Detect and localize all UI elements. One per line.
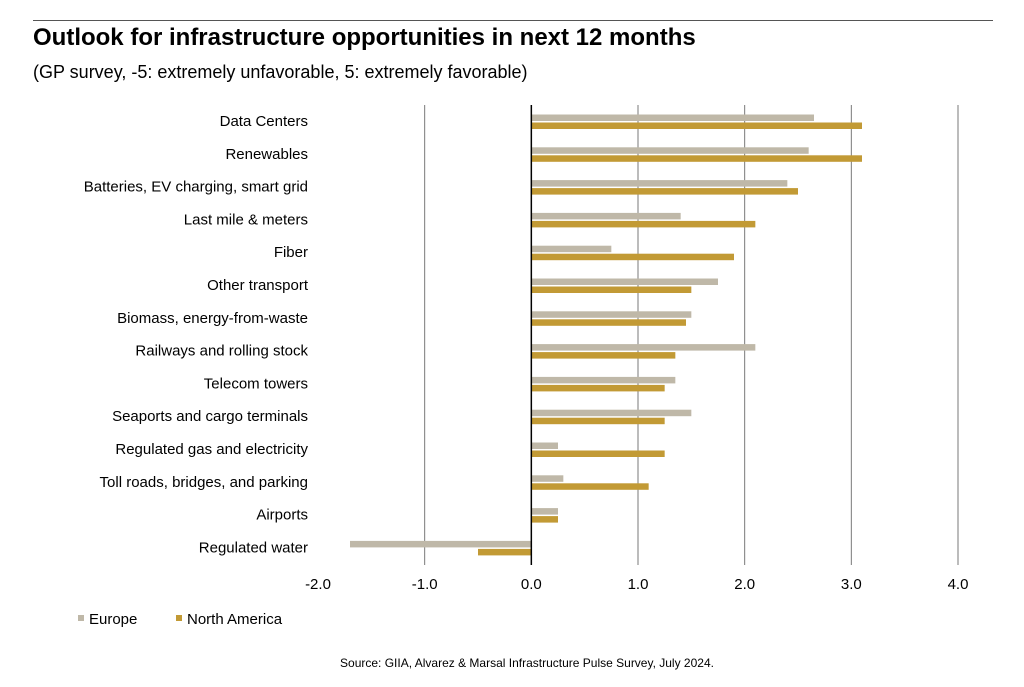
x-tick-label: 0.0 <box>521 576 542 593</box>
category-label: Other transport <box>207 277 309 294</box>
bar-north-america <box>531 352 676 359</box>
bar-europe <box>531 475 564 482</box>
bar-europe <box>531 212 681 220</box>
x-tick-label: 4.0 <box>948 576 969 593</box>
bar-north-america <box>531 122 862 129</box>
bar-europe <box>531 508 558 515</box>
x-tick-label: -1.0 <box>412 576 438 593</box>
chart-title: Outlook for infrastructure opportunities… <box>33 24 696 51</box>
bar-europe <box>531 442 558 449</box>
category-label: Regulated water <box>199 539 308 556</box>
category-label: Airports <box>256 507 308 524</box>
legend: Europe North America <box>78 611 283 628</box>
x-tick-label: -2.0 <box>305 576 331 593</box>
bar-north-america <box>531 253 734 261</box>
x-tick-label: 2.0 <box>734 576 755 593</box>
bar-north-america <box>531 188 798 195</box>
bar-north-america <box>531 417 665 425</box>
bar-europe <box>531 180 788 187</box>
bar-north-america <box>478 548 532 556</box>
legend-label: North America <box>187 611 283 628</box>
category-label: Last mile & meters <box>184 211 308 228</box>
bar-europe <box>531 278 718 285</box>
x-tick-labels: -2.0 -1.0 0.0 1.0 2.0 3.0 4.0 <box>305 576 968 593</box>
category-label: Biomass, energy-from-waste <box>117 310 308 327</box>
category-label: Telecom towers <box>204 375 308 392</box>
bars <box>350 114 862 556</box>
category-labels: Data Centers Renewables Batteries, EV char… <box>84 113 309 556</box>
bar-north-america <box>531 483 649 490</box>
category-label: Regulated gas and electricity <box>115 441 308 458</box>
bar-europe <box>531 147 809 154</box>
x-tick-label: 3.0 <box>841 576 862 593</box>
category-label: Batteries, EV charging, smart grid <box>84 179 308 196</box>
category-label: Renewables <box>225 146 308 163</box>
bar-europe <box>531 376 676 384</box>
bar-europe <box>531 311 692 318</box>
bar-europe <box>531 344 756 351</box>
gridlines <box>424 105 959 565</box>
category-label: Toll roads, bridges, and parking <box>100 474 308 491</box>
top-rule <box>33 20 993 21</box>
bar-europe <box>531 114 814 121</box>
category-label: Data Centers <box>220 113 308 130</box>
source-note: Source: GIIA, Alvarez & Marsal Infrastru… <box>340 656 714 670</box>
bar-europe <box>531 409 692 417</box>
legend-swatch <box>78 615 84 621</box>
bar-north-america <box>531 220 756 228</box>
x-tick-label: 1.0 <box>628 576 649 593</box>
bar-chart: Data Centers Renewables Batteries, EV char… <box>78 105 968 628</box>
category-label: Fiber <box>274 244 308 261</box>
category-label: Railways and rolling stock <box>135 343 308 360</box>
chart-subtitle: (GP survey, -5: extremely unfavorable, 5… <box>33 62 528 82</box>
bar-europe <box>531 245 612 253</box>
bar-north-america <box>531 286 692 293</box>
bar-north-america <box>531 450 665 457</box>
category-label: Seaports and cargo terminals <box>112 408 308 425</box>
bar-north-america <box>531 319 686 326</box>
bar-north-america <box>531 155 862 162</box>
legend-swatch <box>176 615 182 621</box>
legend-label: Europe <box>89 611 137 628</box>
bar-europe <box>350 540 532 548</box>
bar-north-america <box>531 516 558 523</box>
bar-north-america <box>531 384 665 392</box>
